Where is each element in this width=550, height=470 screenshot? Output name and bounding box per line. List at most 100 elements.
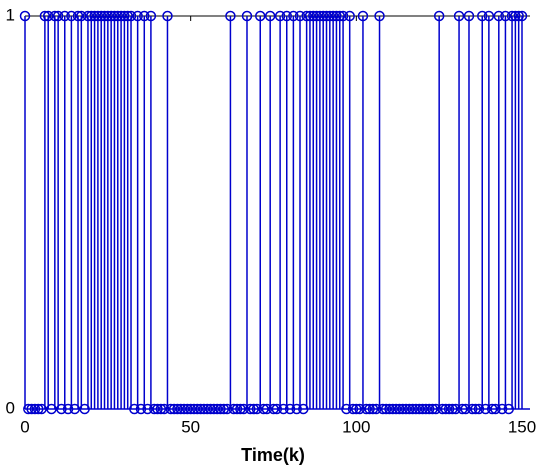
stem-marker bbox=[341, 403, 352, 415]
stem-marker bbox=[510, 10, 521, 22]
stem-marker bbox=[188, 403, 200, 415]
stem-marker bbox=[308, 10, 319, 22]
stem-marker bbox=[400, 403, 412, 415]
stem-marker bbox=[195, 403, 206, 415]
stem-marker bbox=[513, 10, 524, 22]
stem-marker bbox=[208, 403, 220, 415]
stem-marker bbox=[231, 403, 243, 415]
stem-marker bbox=[158, 403, 170, 415]
stem-marker bbox=[384, 403, 395, 415]
stem-marker bbox=[201, 403, 213, 415]
stem-marker bbox=[281, 10, 293, 22]
stem-marker bbox=[357, 10, 369, 22]
stem-marker bbox=[317, 10, 329, 22]
stem-marker bbox=[440, 403, 452, 415]
x-tick-label: 150 bbox=[508, 417, 536, 436]
stem-marker bbox=[105, 10, 117, 22]
stem-marker bbox=[311, 10, 322, 22]
stem-marker bbox=[132, 10, 143, 22]
stem-marker bbox=[46, 403, 57, 415]
stem-marker bbox=[427, 403, 438, 415]
stem-marker bbox=[192, 403, 203, 415]
stem-marker bbox=[374, 10, 385, 22]
stem-marker bbox=[493, 10, 505, 22]
stem-marker bbox=[178, 403, 190, 415]
y-tick-label: 1 bbox=[6, 5, 15, 24]
stem-marker bbox=[288, 10, 299, 22]
stem-marker bbox=[390, 403, 402, 415]
stem-marker bbox=[284, 403, 296, 415]
stem-marker bbox=[443, 403, 455, 415]
stem-marker bbox=[500, 10, 511, 22]
stem-marker bbox=[476, 10, 488, 22]
stem-marker bbox=[457, 403, 468, 415]
stem-marker bbox=[397, 403, 408, 415]
stem-marker bbox=[453, 10, 465, 22]
stem-marker bbox=[56, 403, 67, 415]
stem-marker bbox=[463, 10, 475, 22]
x-axis-label: Time(k) bbox=[241, 445, 305, 465]
stem-marker bbox=[414, 403, 425, 415]
stem-marker bbox=[185, 403, 196, 415]
stem-marker bbox=[420, 403, 432, 415]
stem-marker bbox=[506, 10, 518, 22]
x-tick-label: 0 bbox=[20, 417, 29, 436]
x-tick-label: 100 bbox=[342, 417, 370, 436]
stem-marker bbox=[102, 10, 114, 22]
stem-marker bbox=[291, 403, 302, 415]
stem-marker bbox=[109, 10, 120, 22]
stem-marker bbox=[89, 10, 100, 22]
x-tick-label: 50 bbox=[181, 417, 200, 436]
stem-marker bbox=[168, 403, 180, 415]
stem-marker bbox=[112, 10, 124, 22]
stem-marker bbox=[142, 403, 153, 415]
stem-marker bbox=[59, 10, 71, 22]
stem-marker bbox=[334, 10, 346, 22]
stem-marker bbox=[370, 403, 382, 415]
stem-marker bbox=[79, 403, 90, 415]
stem-marker bbox=[145, 10, 157, 22]
stem-marker bbox=[274, 10, 286, 22]
stem-marker bbox=[33, 403, 44, 415]
stem-marker bbox=[92, 10, 104, 22]
stem-marker bbox=[516, 10, 528, 22]
stem-marker bbox=[175, 403, 186, 415]
stem-marker bbox=[367, 403, 379, 415]
stem-marker bbox=[205, 403, 216, 415]
stem-marker bbox=[254, 10, 266, 22]
stem-marker bbox=[198, 403, 210, 415]
stem-marker bbox=[264, 10, 276, 22]
stem-marker bbox=[241, 10, 253, 22]
stem-marker bbox=[86, 10, 97, 22]
stem-marker bbox=[42, 10, 54, 22]
stem-marker bbox=[76, 10, 87, 22]
stem-marker bbox=[314, 10, 326, 22]
stem-marker bbox=[496, 403, 508, 415]
stem-marker bbox=[271, 403, 283, 415]
stem-marker bbox=[394, 403, 405, 415]
stem-marker bbox=[301, 10, 312, 22]
stem-marker bbox=[36, 403, 47, 415]
stem-marker bbox=[486, 403, 498, 415]
stem-marker bbox=[245, 403, 256, 415]
stem-marker bbox=[172, 403, 183, 415]
stem-marker bbox=[99, 10, 110, 22]
stem-marker bbox=[347, 403, 359, 415]
stem-marker bbox=[66, 10, 77, 22]
stem-marker bbox=[354, 403, 365, 415]
stem-marker bbox=[387, 403, 399, 415]
stem-marker bbox=[430, 403, 442, 415]
stem-marker bbox=[152, 403, 163, 415]
stem-marker bbox=[211, 403, 223, 415]
stem-marker bbox=[119, 10, 130, 22]
stem-marker bbox=[483, 10, 495, 22]
stem-marker bbox=[327, 10, 339, 22]
y-tick-label: 0 bbox=[6, 398, 15, 417]
stem-marker bbox=[115, 10, 127, 22]
stem-marker bbox=[268, 403, 279, 415]
stem-marker bbox=[148, 403, 160, 415]
stem-marker bbox=[182, 403, 193, 415]
stem-marker bbox=[72, 10, 84, 22]
stem-marker bbox=[82, 10, 94, 22]
